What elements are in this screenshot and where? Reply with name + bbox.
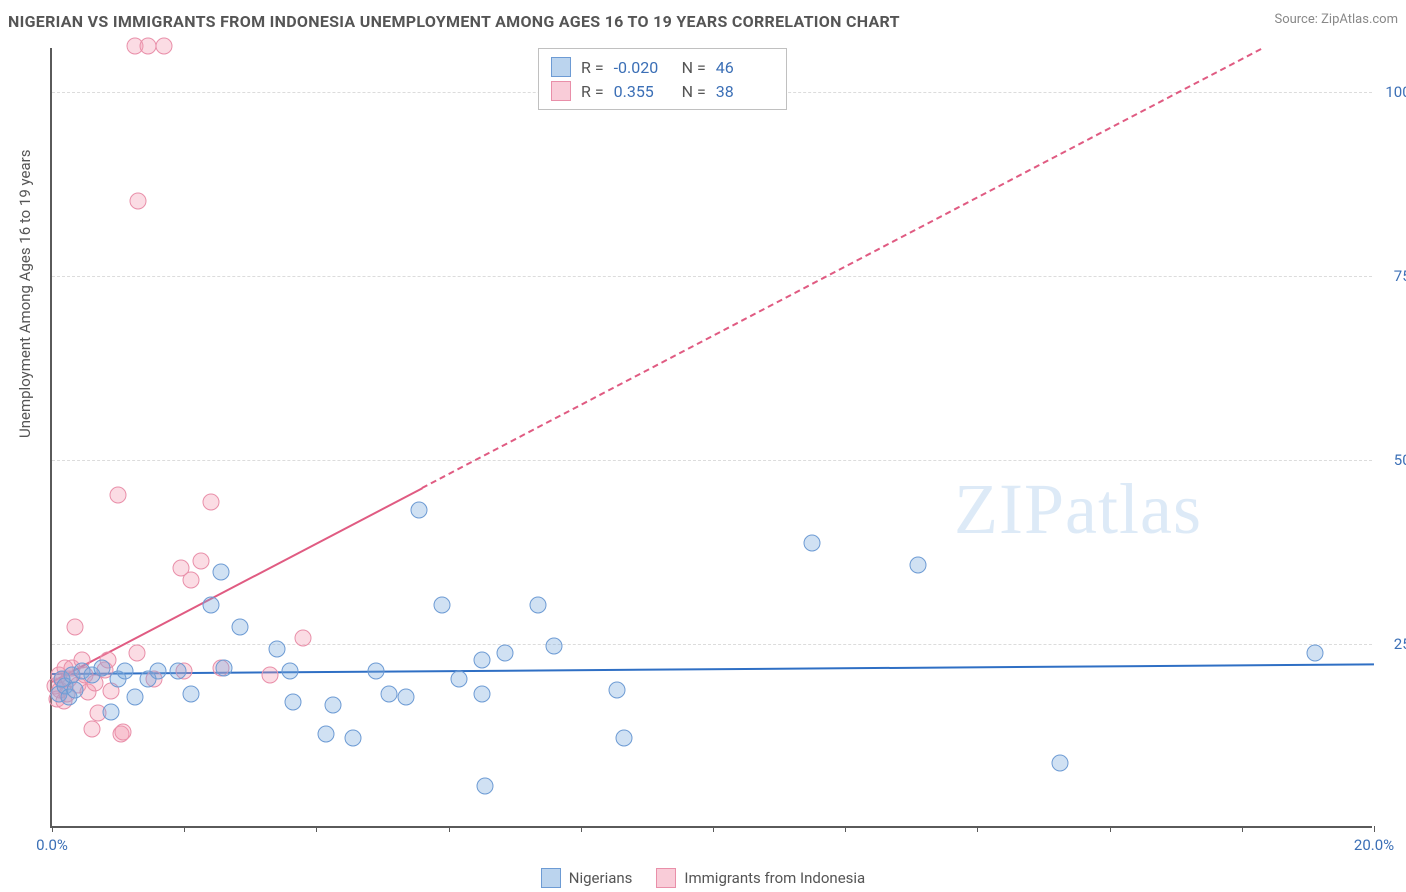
data-point-blue bbox=[202, 597, 219, 614]
n-label: N = bbox=[682, 82, 706, 101]
data-point-pink bbox=[67, 619, 84, 636]
data-point-blue bbox=[410, 501, 427, 518]
data-point-blue bbox=[473, 685, 490, 702]
watermark-bold: ZIP bbox=[954, 469, 1065, 549]
data-point-blue bbox=[476, 777, 493, 794]
x-tick bbox=[713, 826, 714, 832]
data-point-blue bbox=[318, 726, 335, 743]
n-value-blue: 46 bbox=[716, 58, 774, 77]
data-point-blue bbox=[367, 663, 384, 680]
data-point-blue bbox=[804, 534, 821, 551]
data-point-pink bbox=[182, 571, 199, 588]
stats-box: R = -0.020 N = 46 R = 0.355 N = 38 bbox=[538, 48, 787, 110]
data-point-pink bbox=[156, 38, 173, 55]
x-tick bbox=[52, 826, 53, 832]
trend-line bbox=[52, 664, 1374, 676]
swatch-pink bbox=[656, 868, 676, 888]
x-tick bbox=[1110, 826, 1111, 832]
data-point-blue bbox=[1052, 755, 1069, 772]
n-label: N = bbox=[682, 58, 706, 77]
data-point-blue bbox=[1306, 645, 1323, 662]
data-point-blue bbox=[909, 556, 926, 573]
x-tick bbox=[581, 826, 582, 832]
stats-row-blue: R = -0.020 N = 46 bbox=[551, 55, 774, 79]
data-point-blue bbox=[149, 663, 166, 680]
data-point-pink bbox=[128, 645, 145, 662]
data-point-blue bbox=[268, 641, 285, 658]
data-point-blue bbox=[126, 689, 143, 706]
data-point-blue bbox=[67, 681, 84, 698]
watermark-light: atlas bbox=[1065, 469, 1202, 549]
data-point-blue bbox=[546, 637, 563, 654]
data-point-blue bbox=[450, 670, 467, 687]
y-tick-label: 50.0% bbox=[1378, 451, 1406, 469]
data-point-pink bbox=[139, 38, 156, 55]
data-point-blue bbox=[397, 689, 414, 706]
x-tick-label: 20.0% bbox=[1354, 836, 1394, 854]
gridline bbox=[52, 276, 1372, 277]
data-point-blue bbox=[169, 663, 186, 680]
data-point-blue bbox=[116, 663, 133, 680]
r-label: R = bbox=[581, 82, 604, 101]
data-point-blue bbox=[344, 729, 361, 746]
data-point-blue bbox=[381, 685, 398, 702]
legend: Nigerians Immigrants from Indonesia bbox=[0, 868, 1406, 888]
r-value-blue: -0.020 bbox=[614, 58, 672, 77]
n-value-pink: 38 bbox=[716, 82, 774, 101]
data-point-blue bbox=[182, 685, 199, 702]
gridline bbox=[52, 644, 1372, 645]
data-point-blue bbox=[212, 564, 229, 581]
swatch-pink bbox=[551, 81, 571, 101]
data-point-pink bbox=[83, 720, 100, 737]
data-point-pink bbox=[295, 630, 312, 647]
x-tick bbox=[845, 826, 846, 832]
gridline bbox=[52, 460, 1372, 461]
x-tick-label: 0.0% bbox=[36, 836, 68, 854]
r-value-pink: 0.355 bbox=[614, 82, 672, 101]
plot-area: ZIPatlas 25.0%50.0%75.0%100.0%0.0%20.0% bbox=[50, 48, 1372, 828]
x-tick bbox=[184, 826, 185, 832]
x-tick bbox=[316, 826, 317, 832]
data-point-blue bbox=[609, 681, 626, 698]
data-point-blue bbox=[103, 703, 120, 720]
y-tick-label: 75.0% bbox=[1378, 267, 1406, 285]
data-point-blue bbox=[93, 659, 110, 676]
data-point-blue bbox=[496, 645, 513, 662]
data-point-blue bbox=[615, 729, 632, 746]
watermark: ZIPatlas bbox=[954, 468, 1202, 551]
legend-item-pink: Immigrants from Indonesia bbox=[656, 868, 865, 888]
data-point-blue bbox=[232, 619, 249, 636]
data-point-pink bbox=[202, 494, 219, 511]
swatch-blue bbox=[541, 868, 561, 888]
y-tick-label: 25.0% bbox=[1378, 635, 1406, 653]
data-point-blue bbox=[324, 696, 341, 713]
data-point-pink bbox=[192, 553, 209, 570]
legend-item-blue: Nigerians bbox=[541, 868, 633, 888]
data-point-pink bbox=[262, 667, 279, 684]
data-point-pink bbox=[129, 192, 146, 209]
legend-label-blue: Nigerians bbox=[569, 869, 633, 887]
r-label: R = bbox=[581, 58, 604, 77]
y-tick-label: 100.0% bbox=[1378, 83, 1406, 101]
legend-label-pink: Immigrants from Indonesia bbox=[684, 869, 865, 887]
x-tick bbox=[449, 826, 450, 832]
x-tick bbox=[1242, 826, 1243, 832]
data-point-blue bbox=[215, 659, 232, 676]
source-text: Source: ZipAtlas.com bbox=[1274, 12, 1398, 27]
x-tick bbox=[977, 826, 978, 832]
chart-title: NIGERIAN VS IMMIGRANTS FROM INDONESIA UN… bbox=[8, 12, 900, 31]
data-point-pink bbox=[115, 723, 132, 740]
stats-row-pink: R = 0.355 N = 38 bbox=[551, 79, 774, 103]
x-tick bbox=[1374, 826, 1375, 832]
data-point-blue bbox=[529, 597, 546, 614]
data-point-blue bbox=[281, 663, 298, 680]
swatch-blue bbox=[551, 57, 571, 77]
data-point-blue bbox=[285, 694, 302, 711]
trend-line bbox=[422, 48, 1262, 489]
data-point-pink bbox=[110, 486, 127, 503]
title-bar: NIGERIAN VS IMMIGRANTS FROM INDONESIA UN… bbox=[8, 12, 1398, 31]
y-axis-label: Unemployment Among Ages 16 to 19 years bbox=[16, 150, 34, 438]
data-point-blue bbox=[473, 652, 490, 669]
data-point-blue bbox=[433, 597, 450, 614]
